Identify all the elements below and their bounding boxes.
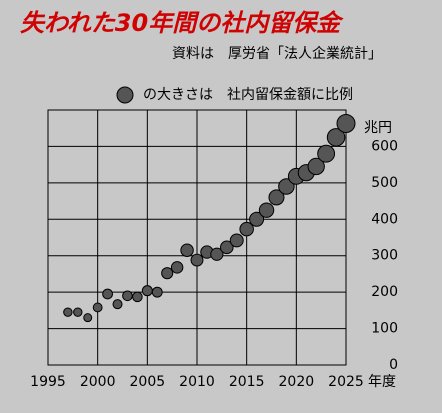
bubble xyxy=(151,286,163,298)
bubble xyxy=(92,302,103,313)
y-tick-label: 100 xyxy=(371,321,398,337)
y-tick-label: 500 xyxy=(371,175,398,191)
bubble xyxy=(336,113,356,133)
chart-title: 失われた30年間の社内留保金 xyxy=(20,9,344,37)
bubble xyxy=(229,233,244,248)
bubble xyxy=(83,313,93,323)
bubble xyxy=(210,247,224,261)
y-tick-label: 600 xyxy=(371,138,398,154)
bubble xyxy=(112,299,123,310)
x-tick-label: 2015 xyxy=(229,374,265,390)
bubble xyxy=(63,307,73,317)
x-unit: 年度 xyxy=(368,374,396,390)
bubble xyxy=(249,211,265,227)
y-unit: 兆円 xyxy=(364,120,392,136)
bubble xyxy=(220,240,234,255)
x-tick-label: 2005 xyxy=(130,374,166,390)
bubble xyxy=(132,291,143,303)
y-tick-label: 400 xyxy=(371,211,398,227)
x-tick-label: 2000 xyxy=(80,374,116,390)
bubble xyxy=(317,144,336,163)
bubble xyxy=(326,128,346,147)
bubble xyxy=(307,157,325,176)
bubble xyxy=(141,285,153,297)
bubble xyxy=(239,221,254,237)
bubble xyxy=(161,267,174,280)
bubble xyxy=(122,290,133,302)
bubble xyxy=(180,243,194,257)
bubble xyxy=(190,253,204,267)
x-tick-label: 2010 xyxy=(179,374,215,390)
y-tick-label: 300 xyxy=(371,248,398,264)
bubble xyxy=(73,307,83,317)
subtitle: 資料は 厚労省「法人企業統計」 xyxy=(172,45,382,62)
bubble xyxy=(170,261,184,274)
legend-marker xyxy=(116,86,134,104)
bubble xyxy=(278,178,295,195)
legend-text: の大きさは 社内留保金額に比例 xyxy=(143,87,353,103)
y-tick-label: 200 xyxy=(371,284,398,300)
bubble xyxy=(102,288,113,300)
x-tick-label: 2020 xyxy=(279,374,315,390)
x-tick-label: 1995 xyxy=(30,374,66,390)
bubble xyxy=(268,189,285,206)
bubble xyxy=(258,202,275,218)
x-tick-label: 2025 xyxy=(328,374,364,390)
y-tick-label: 0 xyxy=(389,357,398,373)
